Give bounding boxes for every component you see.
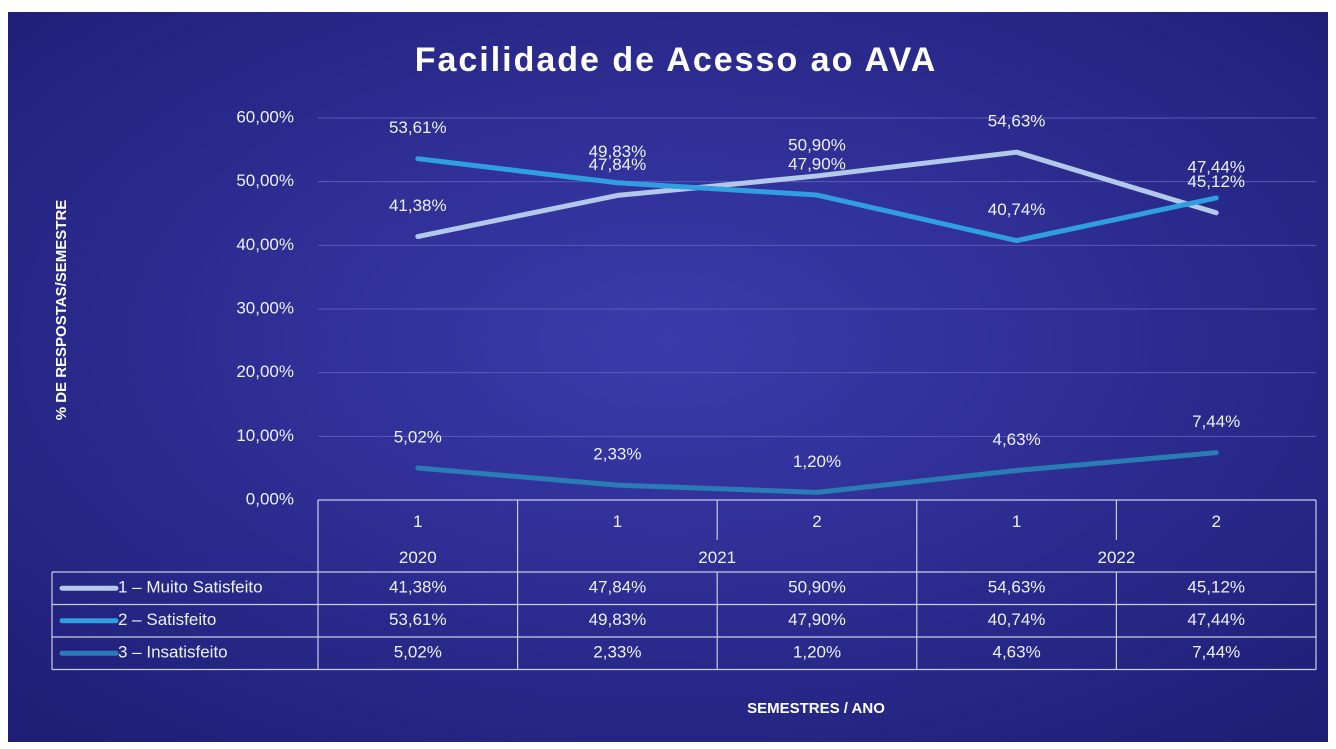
y-tick-label: 20,00% <box>236 362 294 381</box>
x-tick-label: 1 <box>1012 512 1021 531</box>
y-tick-label: 30,00% <box>236 298 294 317</box>
y-tick-label: 50,00% <box>236 171 294 190</box>
x-group-label: 2020 <box>399 548 437 567</box>
table-cell: 50,90% <box>788 578 846 597</box>
data-label: 54,63% <box>988 112 1046 131</box>
data-label: 5,02% <box>394 428 442 447</box>
table-cell: 47,90% <box>788 610 846 629</box>
table-cell: 45,12% <box>1187 578 1245 597</box>
series-line <box>415 156 1219 244</box>
table-cell: 4,63% <box>992 643 1040 662</box>
series-line <box>415 450 1219 495</box>
data-label: 2,33% <box>593 445 641 464</box>
table-cell: 5,02% <box>394 643 442 662</box>
y-axis-title: % DE RESPOSTAS/SEMESTRE <box>53 200 70 421</box>
table-cell: 2,33% <box>593 643 641 662</box>
table-cell: 47,84% <box>589 578 647 597</box>
legend-label: 2 – Satisfeito <box>118 610 216 629</box>
data-label: 53,61% <box>389 118 447 137</box>
x-tick-label: 1 <box>613 512 622 531</box>
data-label: 50,90% <box>788 135 846 154</box>
legend-label: 1 – Muito Satisfeito <box>118 578 263 597</box>
table-cell: 49,83% <box>589 610 647 629</box>
data-label: 47,90% <box>788 155 846 174</box>
table-cell: 41,38% <box>389 578 447 597</box>
legend-label: 3 – Insatisfeito <box>118 643 228 662</box>
y-tick-label: 10,00% <box>236 426 294 445</box>
y-tick-label: 60,00% <box>236 107 294 126</box>
table-cell: 40,74% <box>988 610 1046 629</box>
chart-background <box>8 12 1328 742</box>
data-label: 47,44% <box>1187 157 1245 176</box>
data-label: 47,84% <box>589 155 647 174</box>
y-tick-label: 0,00% <box>246 489 294 508</box>
table-cell: 54,63% <box>988 578 1046 597</box>
table-cell: 53,61% <box>389 610 447 629</box>
x-tick-label: 2 <box>812 512 821 531</box>
data-label: 49,83% <box>589 142 647 161</box>
data-label: 1,20% <box>793 452 841 471</box>
data-label: 4,63% <box>992 430 1040 449</box>
series-line <box>415 149 1219 240</box>
data-label: 45,12% <box>1187 172 1245 191</box>
x-axis-title: SEMESTRES / ANO <box>747 700 885 717</box>
x-group-label: 2021 <box>698 548 736 567</box>
x-tick-label: 1 <box>413 512 422 531</box>
table-cell: 7,44% <box>1192 643 1240 662</box>
y-tick-label: 40,00% <box>236 235 294 254</box>
x-group-label: 2022 <box>1097 548 1135 567</box>
chart-title: Facilidade de Acesso ao AVA <box>415 41 938 79</box>
data-label: 7,44% <box>1192 412 1240 431</box>
table-cell: 47,44% <box>1187 610 1245 629</box>
data-label: 40,74% <box>988 200 1046 219</box>
data-label: 41,38% <box>389 196 447 215</box>
x-tick-label: 2 <box>1211 512 1220 531</box>
table-cell: 1,20% <box>793 643 841 662</box>
